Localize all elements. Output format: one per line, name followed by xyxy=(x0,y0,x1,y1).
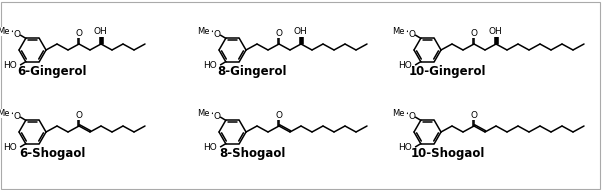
Text: O: O xyxy=(75,111,82,120)
Text: 8-Shogaol: 8-Shogaol xyxy=(219,147,286,161)
Text: O: O xyxy=(75,28,82,37)
Text: 8-Gingerol: 8-Gingerol xyxy=(218,66,287,78)
Text: OH: OH xyxy=(293,28,307,36)
Text: HO: HO xyxy=(398,61,412,70)
Text: HO: HO xyxy=(3,61,17,70)
Text: O: O xyxy=(213,112,220,121)
Text: Me: Me xyxy=(393,27,405,36)
Text: O: O xyxy=(276,28,282,37)
Text: O: O xyxy=(13,30,20,39)
Text: O: O xyxy=(408,112,415,121)
Text: O: O xyxy=(213,30,220,39)
Text: 6-Shogaol: 6-Shogaol xyxy=(19,147,85,161)
Text: Me: Me xyxy=(393,109,405,118)
Text: HO: HO xyxy=(203,61,217,70)
Text: HO: HO xyxy=(398,143,412,152)
Text: Me: Me xyxy=(0,109,10,118)
Text: Me: Me xyxy=(197,27,209,36)
Text: Me: Me xyxy=(0,27,10,36)
Text: OH: OH xyxy=(93,28,107,36)
Text: 10-Shogaol: 10-Shogaol xyxy=(411,147,485,161)
Text: O: O xyxy=(471,28,477,37)
Text: O: O xyxy=(276,111,282,120)
Text: 10-Gingerol: 10-Gingerol xyxy=(409,66,486,78)
Text: HO: HO xyxy=(203,143,217,152)
Text: O: O xyxy=(408,30,415,39)
Text: OH: OH xyxy=(488,28,502,36)
Text: O: O xyxy=(13,112,20,121)
Text: Me: Me xyxy=(197,109,209,118)
Text: O: O xyxy=(471,111,477,120)
Text: HO: HO xyxy=(3,143,17,152)
Text: 6-Gingerol: 6-Gingerol xyxy=(17,66,87,78)
